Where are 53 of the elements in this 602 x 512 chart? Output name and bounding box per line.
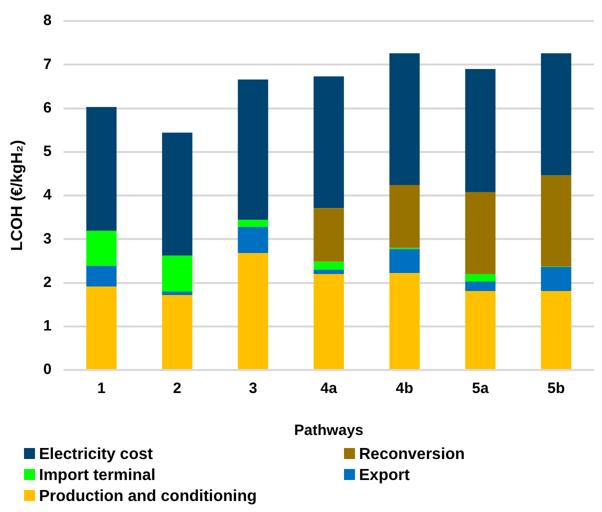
x-tick-label: 5a xyxy=(472,380,490,398)
bar xyxy=(465,274,496,282)
bar xyxy=(238,220,268,227)
legend-label: Production and conditioning xyxy=(38,487,258,507)
bar xyxy=(540,175,572,267)
bar xyxy=(314,76,344,208)
y-tick-label: 3 xyxy=(43,230,52,248)
x-tick-label: 4a xyxy=(320,380,338,398)
y-tick-label: 7 xyxy=(43,56,52,73)
y-tick-label: 5 xyxy=(43,143,52,160)
bar xyxy=(389,273,420,369)
bar xyxy=(86,230,117,266)
legend-label: Import terminal xyxy=(38,466,156,486)
y-tick-label: 8 xyxy=(43,12,52,30)
bar xyxy=(162,132,192,256)
legend-label: Reconversion xyxy=(358,445,466,465)
bar xyxy=(465,192,496,274)
bar xyxy=(162,256,192,292)
bar xyxy=(540,267,572,292)
bar xyxy=(86,106,117,231)
x-tick-label: 2 xyxy=(173,380,182,398)
y-axis-title: LCOH (€/kgH₂) xyxy=(9,140,26,252)
y-tick-label: 2 xyxy=(43,274,52,291)
bar xyxy=(86,286,117,369)
bar xyxy=(86,266,117,287)
bar xyxy=(314,262,344,270)
x-axis-title: Pathways xyxy=(294,422,364,440)
bar xyxy=(465,291,496,369)
x-tick-label: 5b xyxy=(547,380,565,398)
x-tick-label: 3 xyxy=(248,380,258,398)
bar xyxy=(238,226,268,254)
legend-label: Electricity cost xyxy=(38,445,154,465)
bar xyxy=(465,281,496,292)
y-tick-label: 6 xyxy=(43,99,52,116)
bar xyxy=(238,79,268,220)
bar xyxy=(162,294,192,369)
x-tick-label: 1 xyxy=(97,380,106,398)
bar xyxy=(389,185,420,248)
y-tick-label: 1 xyxy=(43,318,52,335)
bar xyxy=(162,291,192,295)
bar xyxy=(314,270,344,274)
legend-label: Export xyxy=(358,466,411,486)
bar xyxy=(314,208,344,262)
y-tick-label: 4 xyxy=(43,186,52,204)
x-tick-label: 4b xyxy=(396,380,414,398)
bar xyxy=(540,53,572,176)
bar xyxy=(389,53,420,186)
bar xyxy=(314,274,344,369)
bar xyxy=(238,253,268,369)
bar xyxy=(540,291,572,369)
bar xyxy=(465,68,496,192)
bar xyxy=(389,249,420,274)
y-tick-label: 0 xyxy=(43,361,52,378)
